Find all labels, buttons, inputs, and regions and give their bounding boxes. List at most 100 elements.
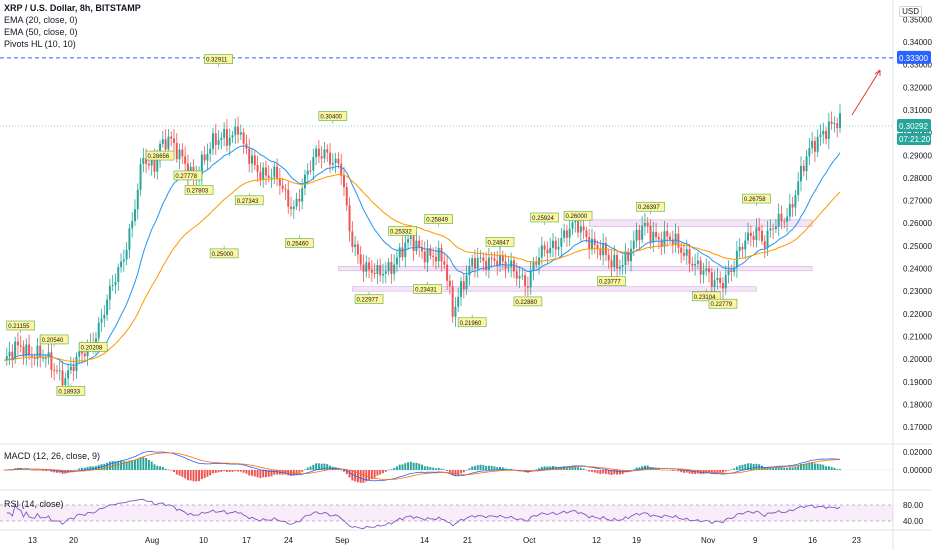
time-tick-label: 16 bbox=[808, 536, 817, 545]
candle-body bbox=[822, 130, 825, 135]
macd-histogram-bar bbox=[273, 470, 276, 475]
macd-histogram-bar bbox=[816, 463, 819, 470]
macd-histogram-bar bbox=[688, 470, 691, 474]
macd-histogram-bar bbox=[370, 470, 373, 480]
pivot-label-box bbox=[184, 185, 214, 195]
candle-body bbox=[81, 351, 84, 354]
macd-histogram-bar bbox=[738, 465, 741, 470]
macd-histogram-bar bbox=[262, 470, 265, 478]
macd-histogram-bar bbox=[490, 465, 493, 470]
candle-body bbox=[28, 344, 31, 356]
pivot-label-box bbox=[636, 201, 665, 212]
macd-histogram-bar bbox=[800, 463, 802, 470]
candle-body bbox=[323, 149, 326, 159]
macd-histogram-bar bbox=[607, 470, 610, 475]
macd-histogram-bar bbox=[75, 469, 78, 471]
macd-histogram-bar bbox=[223, 470, 226, 472]
macd-histogram-bar bbox=[421, 464, 423, 470]
pivot-label-box bbox=[145, 150, 175, 161]
candle-body bbox=[351, 231, 354, 248]
macd-histogram-bar bbox=[443, 469, 446, 470]
candle-body bbox=[591, 238, 593, 250]
macd-label[interactable]: MACD (12, 26, close, 9) bbox=[4, 451, 101, 461]
candle-body bbox=[549, 247, 552, 254]
rsi-label[interactable]: RSI (14, close) bbox=[4, 499, 64, 509]
candle-body bbox=[303, 174, 306, 189]
macd-histogram-bar bbox=[382, 470, 384, 474]
candle-body bbox=[106, 299, 109, 315]
indicator-ema50[interactable]: EMA (50, close, 0) bbox=[4, 27, 78, 37]
symbol-title[interactable]: XRP / U.S. Dollar, 8h, BITSTAMP bbox=[4, 3, 141, 13]
candle-body bbox=[292, 206, 295, 210]
candle-body bbox=[362, 264, 365, 272]
candle-body bbox=[479, 257, 482, 259]
candle-body bbox=[577, 221, 580, 233]
candle-body bbox=[212, 133, 214, 149]
macd-histogram-bar bbox=[730, 469, 733, 470]
macd-histogram-bar bbox=[501, 467, 504, 470]
candle-body bbox=[290, 206, 293, 210]
macd-histogram-bar bbox=[298, 470, 301, 474]
candle-body bbox=[744, 240, 747, 250]
macd-histogram-bar bbox=[721, 470, 724, 473]
macd-histogram-bar bbox=[217, 470, 220, 473]
pivot-label: 0.18933 bbox=[58, 389, 80, 395]
candle-body bbox=[738, 246, 741, 251]
candle-body bbox=[42, 357, 44, 359]
candle-body bbox=[5, 356, 8, 361]
candle-body bbox=[309, 170, 312, 172]
candle-body bbox=[83, 353, 86, 357]
pivot-label-box bbox=[742, 193, 771, 204]
candle-body bbox=[395, 257, 398, 265]
price-tick-label: 0.28000 bbox=[903, 174, 932, 183]
candle-body bbox=[390, 262, 393, 274]
candle-body bbox=[747, 232, 750, 241]
candle-body bbox=[281, 185, 284, 189]
candle-body bbox=[217, 140, 220, 145]
macd-histogram-bar bbox=[239, 470, 242, 472]
macd-histogram-bar bbox=[192, 470, 195, 482]
candle-body bbox=[228, 137, 231, 146]
candle-body bbox=[702, 270, 705, 275]
indicator-ema20[interactable]: EMA (20, close, 0) bbox=[4, 15, 78, 25]
macd-histogram-bar bbox=[390, 469, 393, 470]
candle-body bbox=[320, 156, 323, 159]
macd-histogram-bar bbox=[342, 470, 345, 472]
macd-histogram-bar bbox=[836, 469, 839, 470]
macd-histogram-bar bbox=[295, 470, 298, 475]
macd-histogram-bar bbox=[36, 469, 39, 471]
candle-body bbox=[563, 230, 566, 238]
rsi-legend: RSI (14, close) bbox=[4, 498, 64, 510]
candle-body bbox=[465, 275, 468, 290]
candle-body bbox=[588, 237, 591, 250]
candle-body bbox=[538, 257, 541, 265]
candle-body bbox=[610, 260, 613, 268]
candle-body bbox=[805, 156, 808, 172]
candle-body bbox=[203, 154, 206, 161]
indicator-pivots[interactable]: Pivots HL (10, 10) bbox=[4, 39, 76, 49]
macd-histogram-bar bbox=[376, 470, 379, 476]
candle-body bbox=[627, 251, 630, 262]
pivot-label-box bbox=[708, 298, 738, 309]
macd-histogram-bar bbox=[543, 466, 546, 470]
candle-body bbox=[36, 345, 39, 360]
candle-body bbox=[170, 136, 173, 139]
candle-body bbox=[114, 282, 117, 286]
candle-body bbox=[384, 271, 387, 274]
macd-histogram-bar bbox=[178, 470, 181, 476]
macd-histogram-bar bbox=[407, 462, 410, 470]
macd-histogram-bar bbox=[312, 464, 315, 470]
macd-histogram-bar bbox=[760, 465, 763, 470]
pivot-label: 0.20208 bbox=[81, 345, 103, 351]
candle-body bbox=[482, 257, 485, 262]
macd-histogram-bar bbox=[89, 466, 92, 470]
macd-histogram-bar bbox=[716, 470, 719, 473]
currency-label[interactable]: USD bbox=[899, 6, 922, 17]
macd-histogram-bar bbox=[499, 466, 502, 470]
macd-histogram-bar bbox=[81, 467, 84, 470]
candle-body bbox=[487, 257, 490, 270]
macd-histogram-bar bbox=[786, 467, 789, 470]
candle-body bbox=[721, 283, 724, 289]
